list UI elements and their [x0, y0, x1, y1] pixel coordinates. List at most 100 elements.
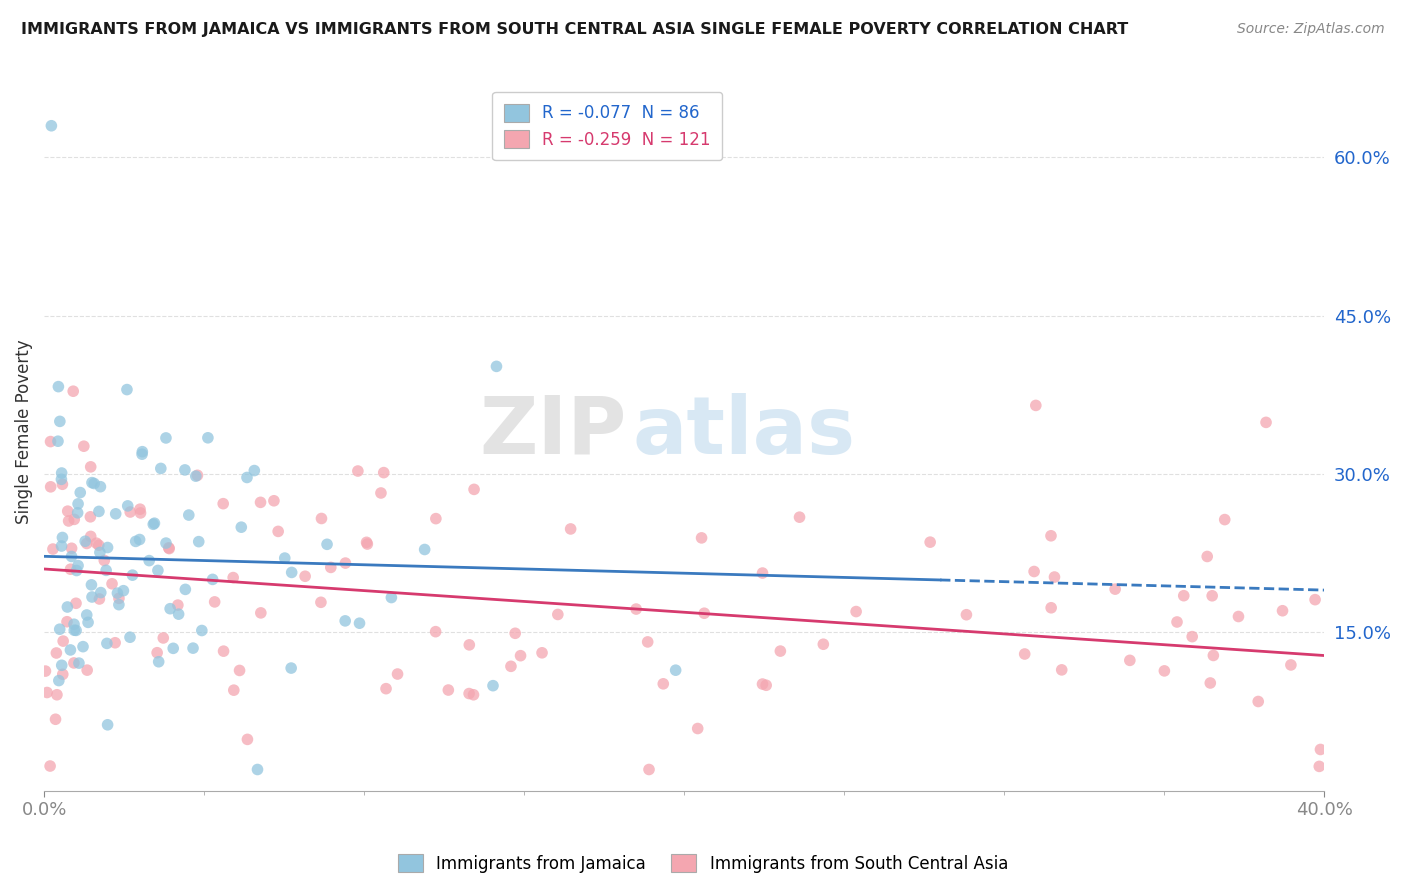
- Point: [69, 485, 91, 500]
- Point: [373, 466, 395, 480]
- Point: [294, 569, 316, 583]
- Point: [637, 635, 659, 649]
- Point: [1050, 663, 1073, 677]
- Text: Source: ZipAtlas.com: Source: ZipAtlas.com: [1237, 22, 1385, 37]
- Legend: R = -0.077  N = 86, R = -0.259  N = 121: R = -0.077 N = 86, R = -0.259 N = 121: [492, 92, 723, 161]
- Point: [152, 631, 174, 645]
- Point: [80, 459, 103, 474]
- Point: [142, 517, 165, 532]
- Point: [1308, 759, 1330, 773]
- Point: [159, 601, 181, 615]
- Point: [187, 534, 209, 549]
- Point: [1166, 615, 1188, 629]
- Point: [335, 556, 357, 570]
- Point: [157, 541, 180, 555]
- Point: [1254, 416, 1277, 430]
- Point: [51, 466, 73, 480]
- Point: [624, 602, 647, 616]
- Point: [212, 644, 235, 658]
- Point: [482, 679, 505, 693]
- Point: [1309, 742, 1331, 756]
- Point: [67, 497, 90, 511]
- Point: [1271, 604, 1294, 618]
- Point: [813, 637, 835, 651]
- Point: [63, 512, 86, 526]
- Point: [166, 598, 188, 612]
- Point: [138, 554, 160, 568]
- Point: [66, 506, 89, 520]
- Point: [59, 562, 82, 576]
- Point: [52, 667, 75, 681]
- Point: [117, 499, 139, 513]
- Point: [121, 568, 143, 582]
- Point: [186, 468, 208, 483]
- Point: [129, 506, 152, 520]
- Point: [690, 531, 713, 545]
- Point: [652, 677, 675, 691]
- Point: [463, 483, 485, 497]
- Point: [1043, 570, 1066, 584]
- Point: [51, 539, 73, 553]
- Point: [267, 524, 290, 539]
- Point: [638, 763, 661, 777]
- Point: [547, 607, 569, 622]
- Point: [143, 516, 166, 531]
- Point: [665, 663, 688, 677]
- Point: [59, 643, 82, 657]
- Point: [87, 538, 110, 552]
- Y-axis label: Single Female Poverty: Single Female Poverty: [15, 340, 32, 524]
- Point: [437, 683, 460, 698]
- Point: [458, 687, 481, 701]
- Point: [1247, 694, 1270, 708]
- Point: [1197, 549, 1219, 564]
- Point: [316, 537, 339, 551]
- Point: [319, 560, 342, 574]
- Point: [56, 504, 79, 518]
- Point: [63, 617, 86, 632]
- Point: [755, 678, 778, 692]
- Point: [65, 624, 87, 638]
- Point: [97, 718, 120, 732]
- Point: [75, 534, 97, 549]
- Point: [236, 732, 259, 747]
- Point: [56, 599, 79, 614]
- Point: [104, 507, 127, 521]
- Point: [65, 596, 87, 610]
- Point: [51, 658, 73, 673]
- Point: [531, 646, 554, 660]
- Point: [174, 582, 197, 597]
- Point: [44, 712, 66, 726]
- Point: [80, 529, 103, 543]
- Point: [380, 591, 402, 605]
- Point: [177, 508, 200, 522]
- Point: [274, 551, 297, 566]
- Point: [104, 636, 127, 650]
- Point: [250, 606, 273, 620]
- Point: [118, 630, 141, 644]
- Point: [243, 464, 266, 478]
- Point: [845, 605, 868, 619]
- Point: [222, 683, 245, 698]
- Point: [1199, 676, 1222, 690]
- Point: [89, 592, 111, 607]
- Point: [349, 616, 371, 631]
- Point: [955, 607, 977, 622]
- Point: [197, 431, 219, 445]
- Point: [97, 541, 120, 555]
- Point: [63, 624, 86, 638]
- Point: [39, 434, 62, 449]
- Point: [356, 535, 378, 549]
- Point: [146, 563, 169, 577]
- Point: [67, 656, 90, 670]
- Point: [1173, 589, 1195, 603]
- Point: [65, 564, 87, 578]
- Point: [48, 673, 70, 688]
- Point: [509, 648, 531, 663]
- Point: [236, 470, 259, 484]
- Point: [39, 759, 62, 773]
- Point: [249, 495, 271, 509]
- Point: [120, 505, 142, 519]
- Point: [347, 464, 370, 478]
- Point: [1025, 398, 1047, 412]
- Point: [146, 646, 169, 660]
